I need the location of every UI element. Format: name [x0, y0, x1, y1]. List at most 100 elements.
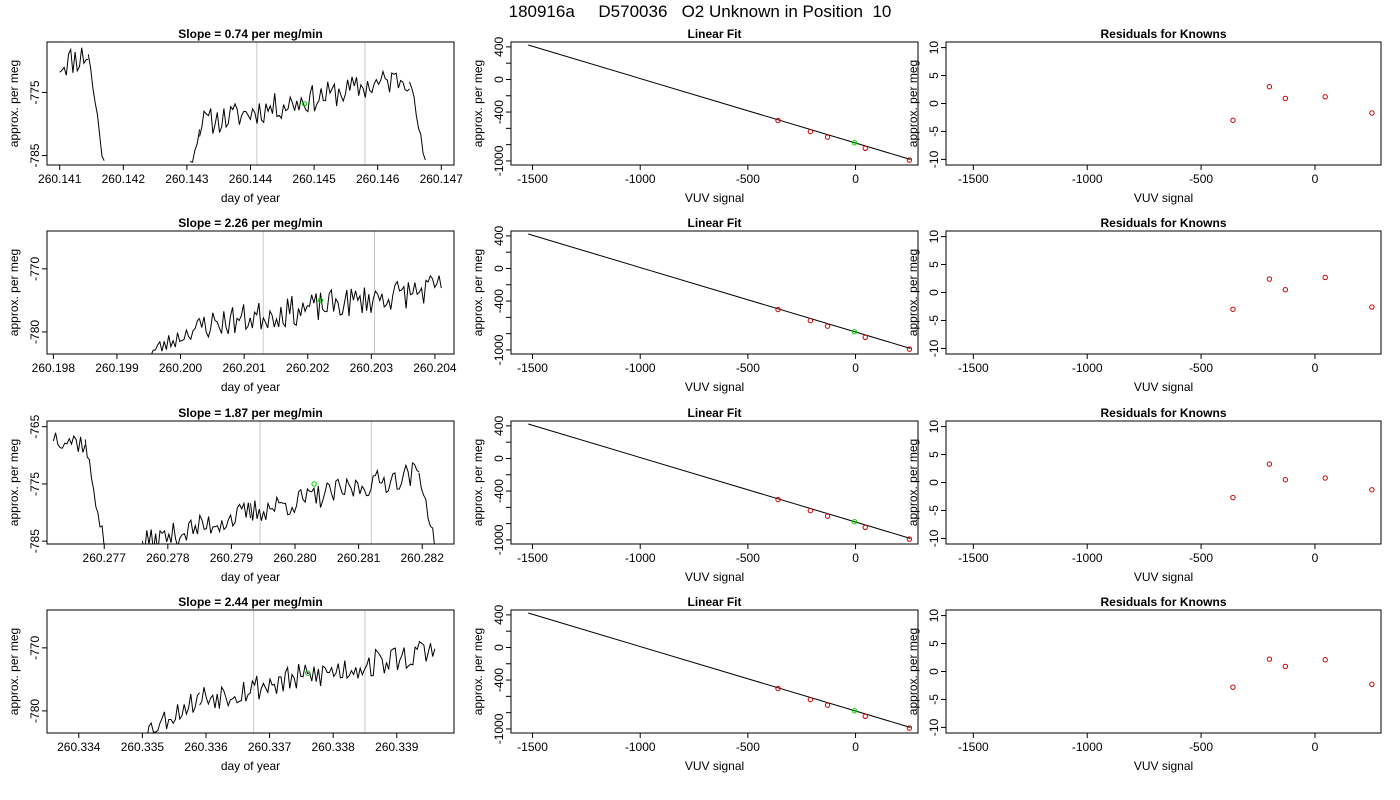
series-line — [199, 274, 442, 339]
x-tick-label: 260.147 — [420, 172, 464, 186]
known-point — [906, 157, 913, 163]
y-tick-label: -780 — [28, 320, 42, 344]
x-axis-label: VUV signal — [685, 191, 744, 205]
fit-line — [528, 612, 911, 728]
series-line — [151, 317, 200, 354]
panel-1-2: Linear Fit -1500 -1000 -500 0 400 0 -400 -1000 VU… — [471, 27, 919, 205]
y-tick-label: -1000 — [492, 334, 506, 365]
x-axis-label: VUV signal — [1134, 570, 1193, 584]
x-tick-label: -500 — [736, 740, 760, 754]
known-point — [1282, 663, 1289, 670]
x-tick-label: -1500 — [958, 740, 989, 754]
x-tick-label: 0 — [852, 361, 859, 375]
known-point — [1322, 475, 1328, 481]
plot-title: Slope = 1.87 per meg/min — [178, 406, 322, 420]
known-point — [1230, 306, 1236, 312]
x-tick-label: 260.201 — [222, 361, 266, 375]
y-axis-label: approx. per meg — [471, 60, 485, 147]
known-point — [807, 128, 814, 135]
series-line — [199, 69, 410, 137]
known-point — [862, 334, 868, 341]
plot-area — [528, 233, 913, 352]
y-tick-label: 400 — [492, 226, 506, 246]
y-axis-label: approx. per meg — [471, 439, 485, 526]
known-point — [807, 507, 814, 514]
series-line — [409, 81, 426, 161]
x-tick-label: 260.282 — [401, 551, 445, 565]
panel-4-1: Slope = 2.44 per meg/min 260.334 260.335 26… — [7, 595, 455, 773]
known-point — [775, 117, 781, 124]
known-point — [862, 524, 868, 531]
y-tick-label: 5 — [927, 451, 941, 458]
panel-2-1: Slope = 2.26 per meg/min 260.198 260.199 26… — [7, 216, 457, 394]
known-point — [1322, 274, 1328, 281]
fit-line — [528, 44, 911, 160]
x-tick-label: -1000 — [625, 361, 656, 375]
y-tick-label: 10 — [927, 609, 941, 623]
x-tick-label: -1000 — [1072, 172, 1103, 186]
y-tick-label: 0 — [492, 644, 506, 651]
x-tick-label: 260.202 — [286, 361, 330, 375]
known-point — [1282, 95, 1289, 102]
x-tick-label: -1000 — [1072, 740, 1103, 754]
x-tick-label: 260.199 — [95, 361, 139, 375]
x-tick-label: 0 — [1312, 551, 1319, 565]
x-tick-label: 260.198 — [32, 361, 76, 375]
plot-area — [528, 612, 913, 731]
plot-title: Linear Fit — [687, 216, 741, 230]
y-tick-label: 10 — [927, 420, 941, 434]
panel-4-2: Linear Fit -1500 -1000 -500 0 400 0 -400 -1000 VU… — [471, 595, 919, 773]
y-axis-label: approx. per meg — [906, 628, 920, 715]
known-point — [862, 713, 868, 720]
x-tick-label: 0 — [1312, 740, 1319, 754]
y-axis-label: approx. per meg — [906, 249, 920, 336]
x-tick-label: 260.146 — [356, 172, 400, 186]
panel-3-1: Slope = 1.87 per meg/min 260.277 260.278 26… — [7, 406, 455, 584]
plot-frame — [945, 41, 1382, 166]
x-axis-label: VUV signal — [685, 570, 744, 584]
known-point — [1230, 494, 1236, 501]
y-tick-label: -10 — [927, 718, 941, 736]
y-tick-label: -5 — [927, 315, 941, 326]
x-tick-label: -1500 — [958, 172, 989, 186]
plot-title: Residuals for Knowns — [1100, 27, 1226, 41]
known-point — [1282, 287, 1289, 293]
x-tick-label: -500 — [1189, 361, 1213, 375]
plot-frame — [46, 420, 455, 545]
plot-area — [147, 610, 436, 733]
plot-title: Residuals for Knowns — [1100, 406, 1226, 420]
y-tick-label: -5 — [927, 126, 941, 137]
known-point — [1369, 487, 1375, 493]
x-tick-label: 260.145 — [292, 172, 336, 186]
page-title: 180916a D570036 O2 Unknown in Position 1… — [508, 2, 892, 21]
x-tick-label: -1000 — [1072, 361, 1103, 375]
series-line — [84, 439, 105, 544]
plot-frame — [46, 230, 455, 355]
x-tick-label: -1000 — [625, 172, 656, 186]
known-point — [824, 513, 831, 519]
x-tick-label: 260.204 — [413, 361, 457, 375]
known-point — [1282, 477, 1289, 483]
known-point — [906, 725, 913, 731]
y-axis-label: approx. per meg — [906, 439, 920, 526]
unknown-point — [851, 140, 858, 146]
plot-frame — [945, 609, 1382, 734]
y-tick-label: 400 — [492, 605, 506, 625]
y-tick-label: 400 — [492, 37, 506, 57]
x-tick-label: 260.281 — [337, 551, 381, 565]
y-tick-label: 0 — [927, 100, 941, 107]
series-line — [250, 461, 420, 521]
x-tick-label: -1500 — [517, 361, 548, 375]
x-tick-label: -1000 — [625, 740, 656, 754]
x-tick-label: 260.336 — [184, 740, 228, 754]
x-tick-label: 260.200 — [159, 361, 203, 375]
known-point — [1266, 84, 1273, 90]
known-point — [824, 323, 831, 329]
y-tick-label: -1000 — [492, 524, 506, 555]
x-axis-label: day of year — [221, 191, 280, 205]
y-tick-label: 10 — [927, 41, 941, 55]
x-tick-label: 260.203 — [350, 361, 394, 375]
x-tick-label: -1500 — [517, 551, 548, 565]
known-point — [906, 346, 913, 352]
y-tick-label: -775 — [28, 80, 42, 104]
